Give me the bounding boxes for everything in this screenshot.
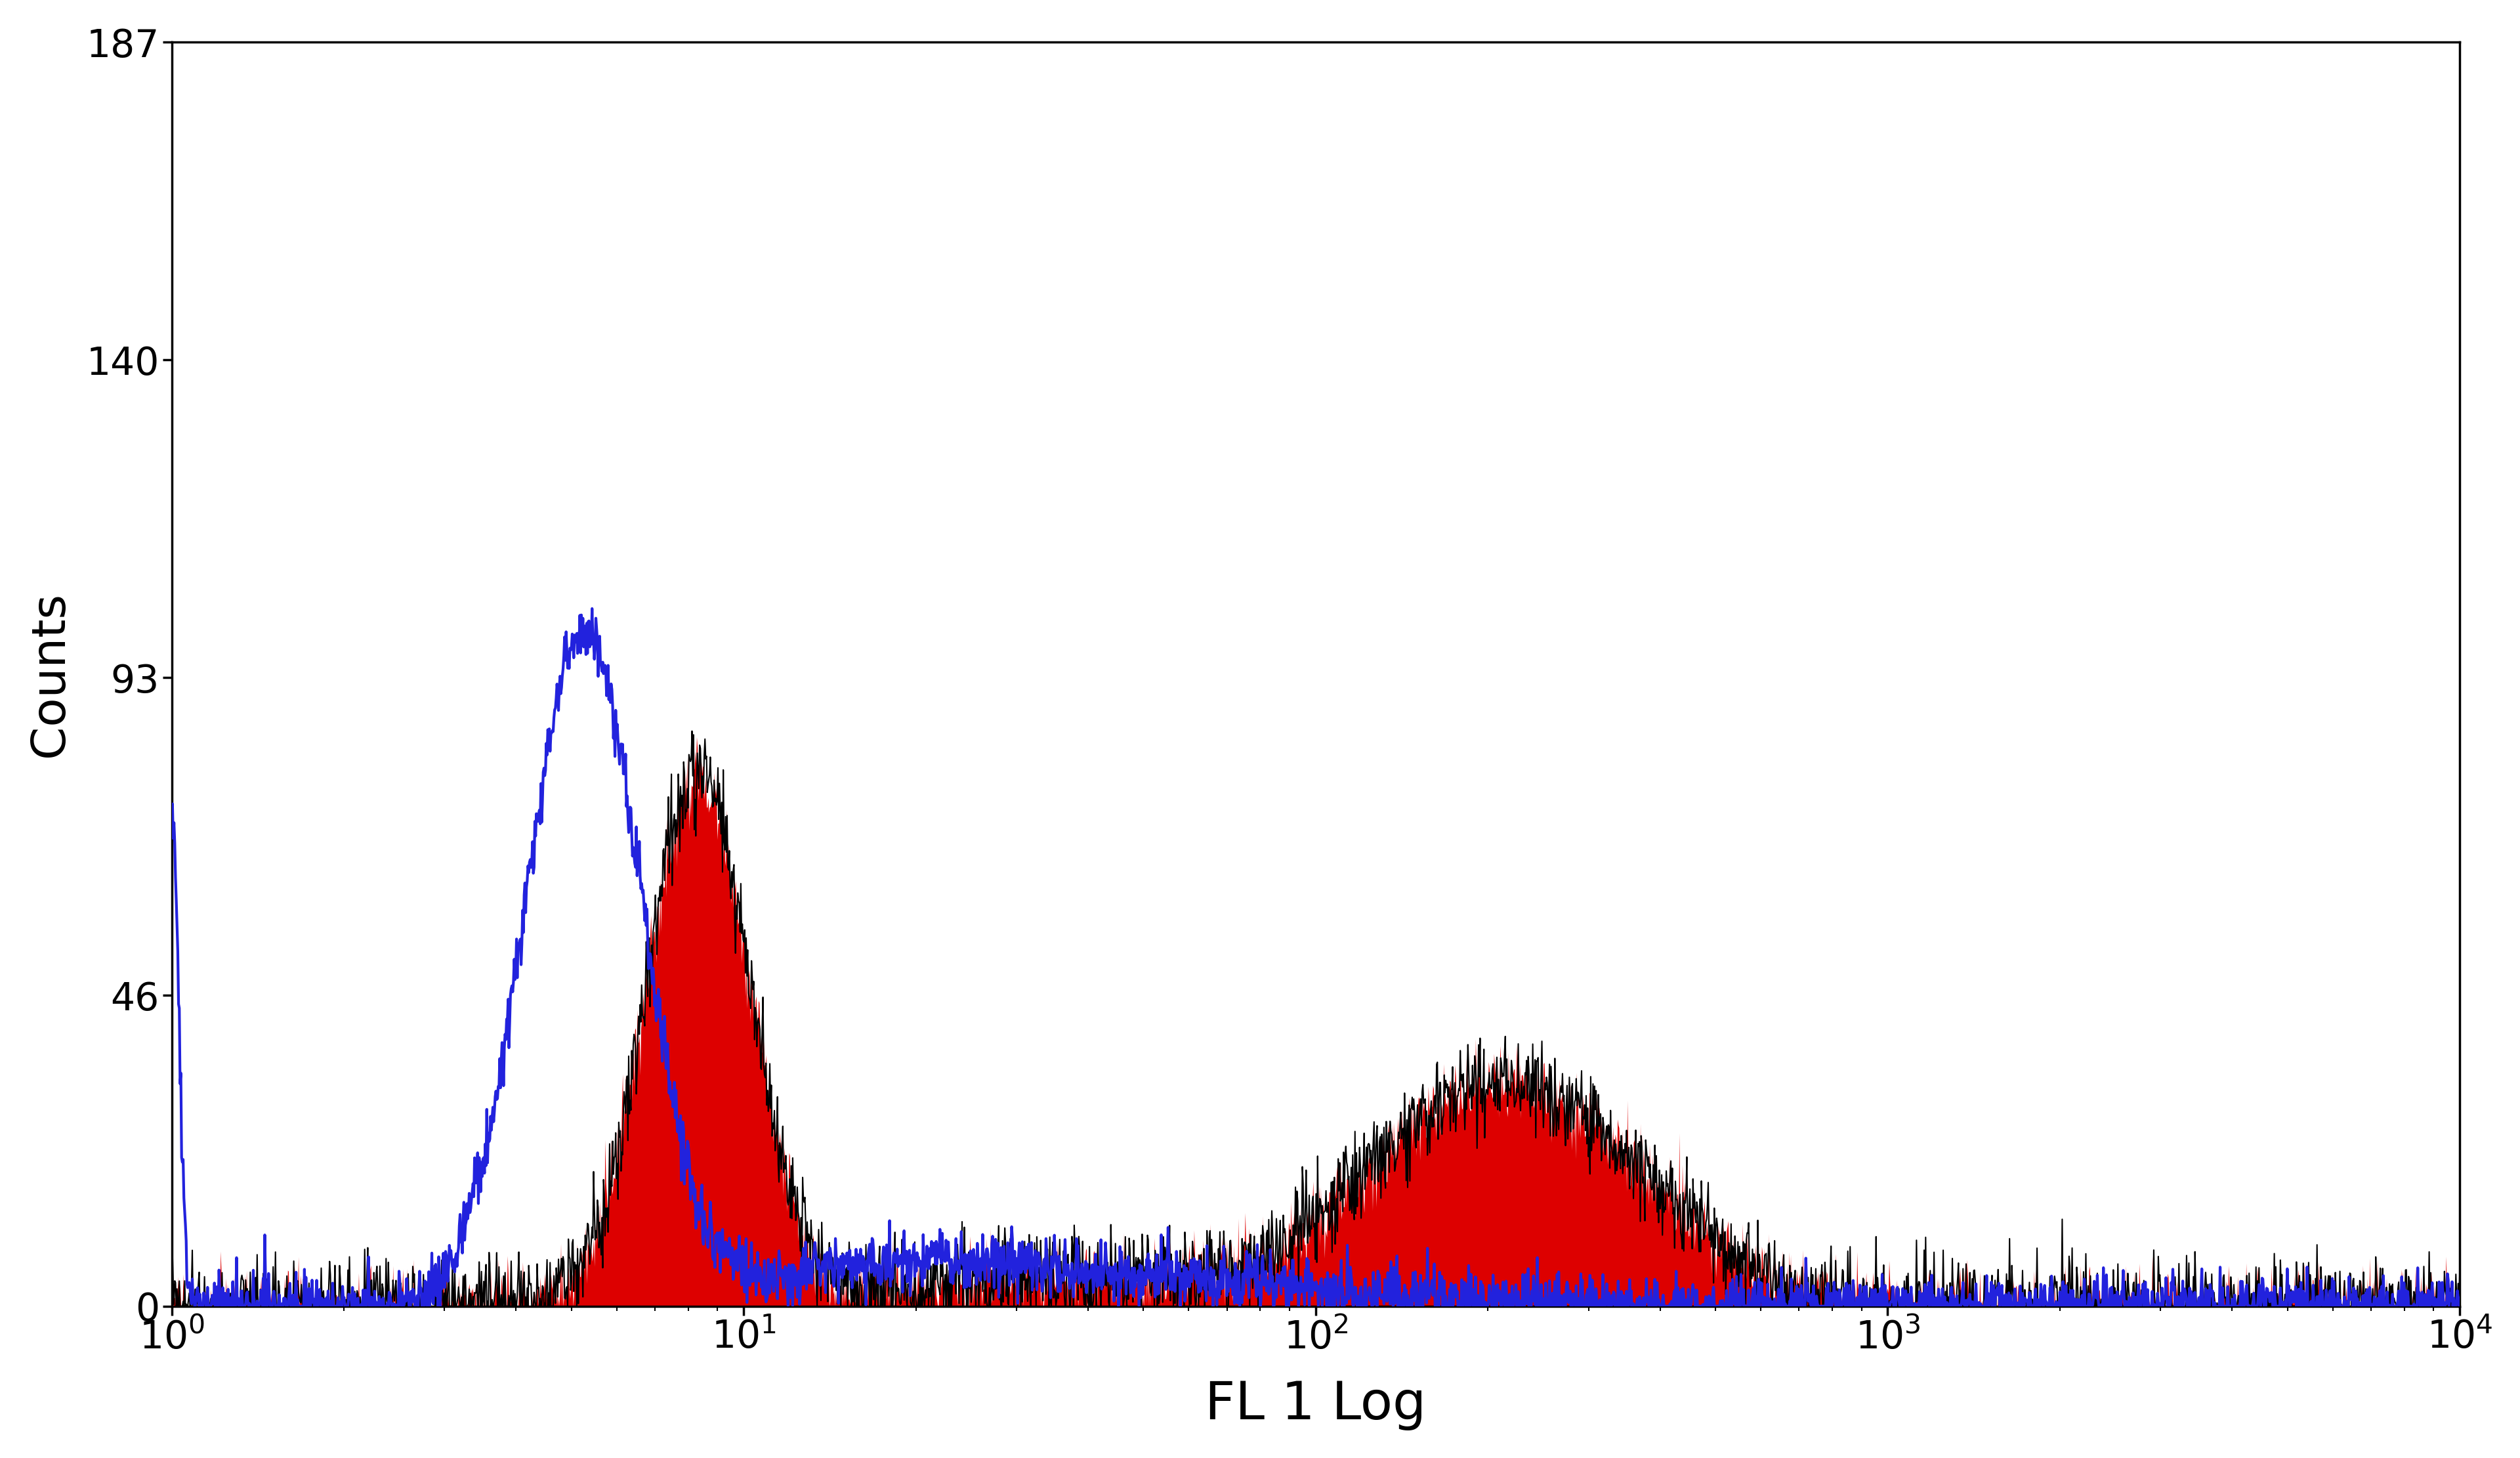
Y-axis label: Counts: Counts bbox=[28, 592, 73, 757]
X-axis label: FL 1 Log: FL 1 Log bbox=[1205, 1379, 1426, 1430]
